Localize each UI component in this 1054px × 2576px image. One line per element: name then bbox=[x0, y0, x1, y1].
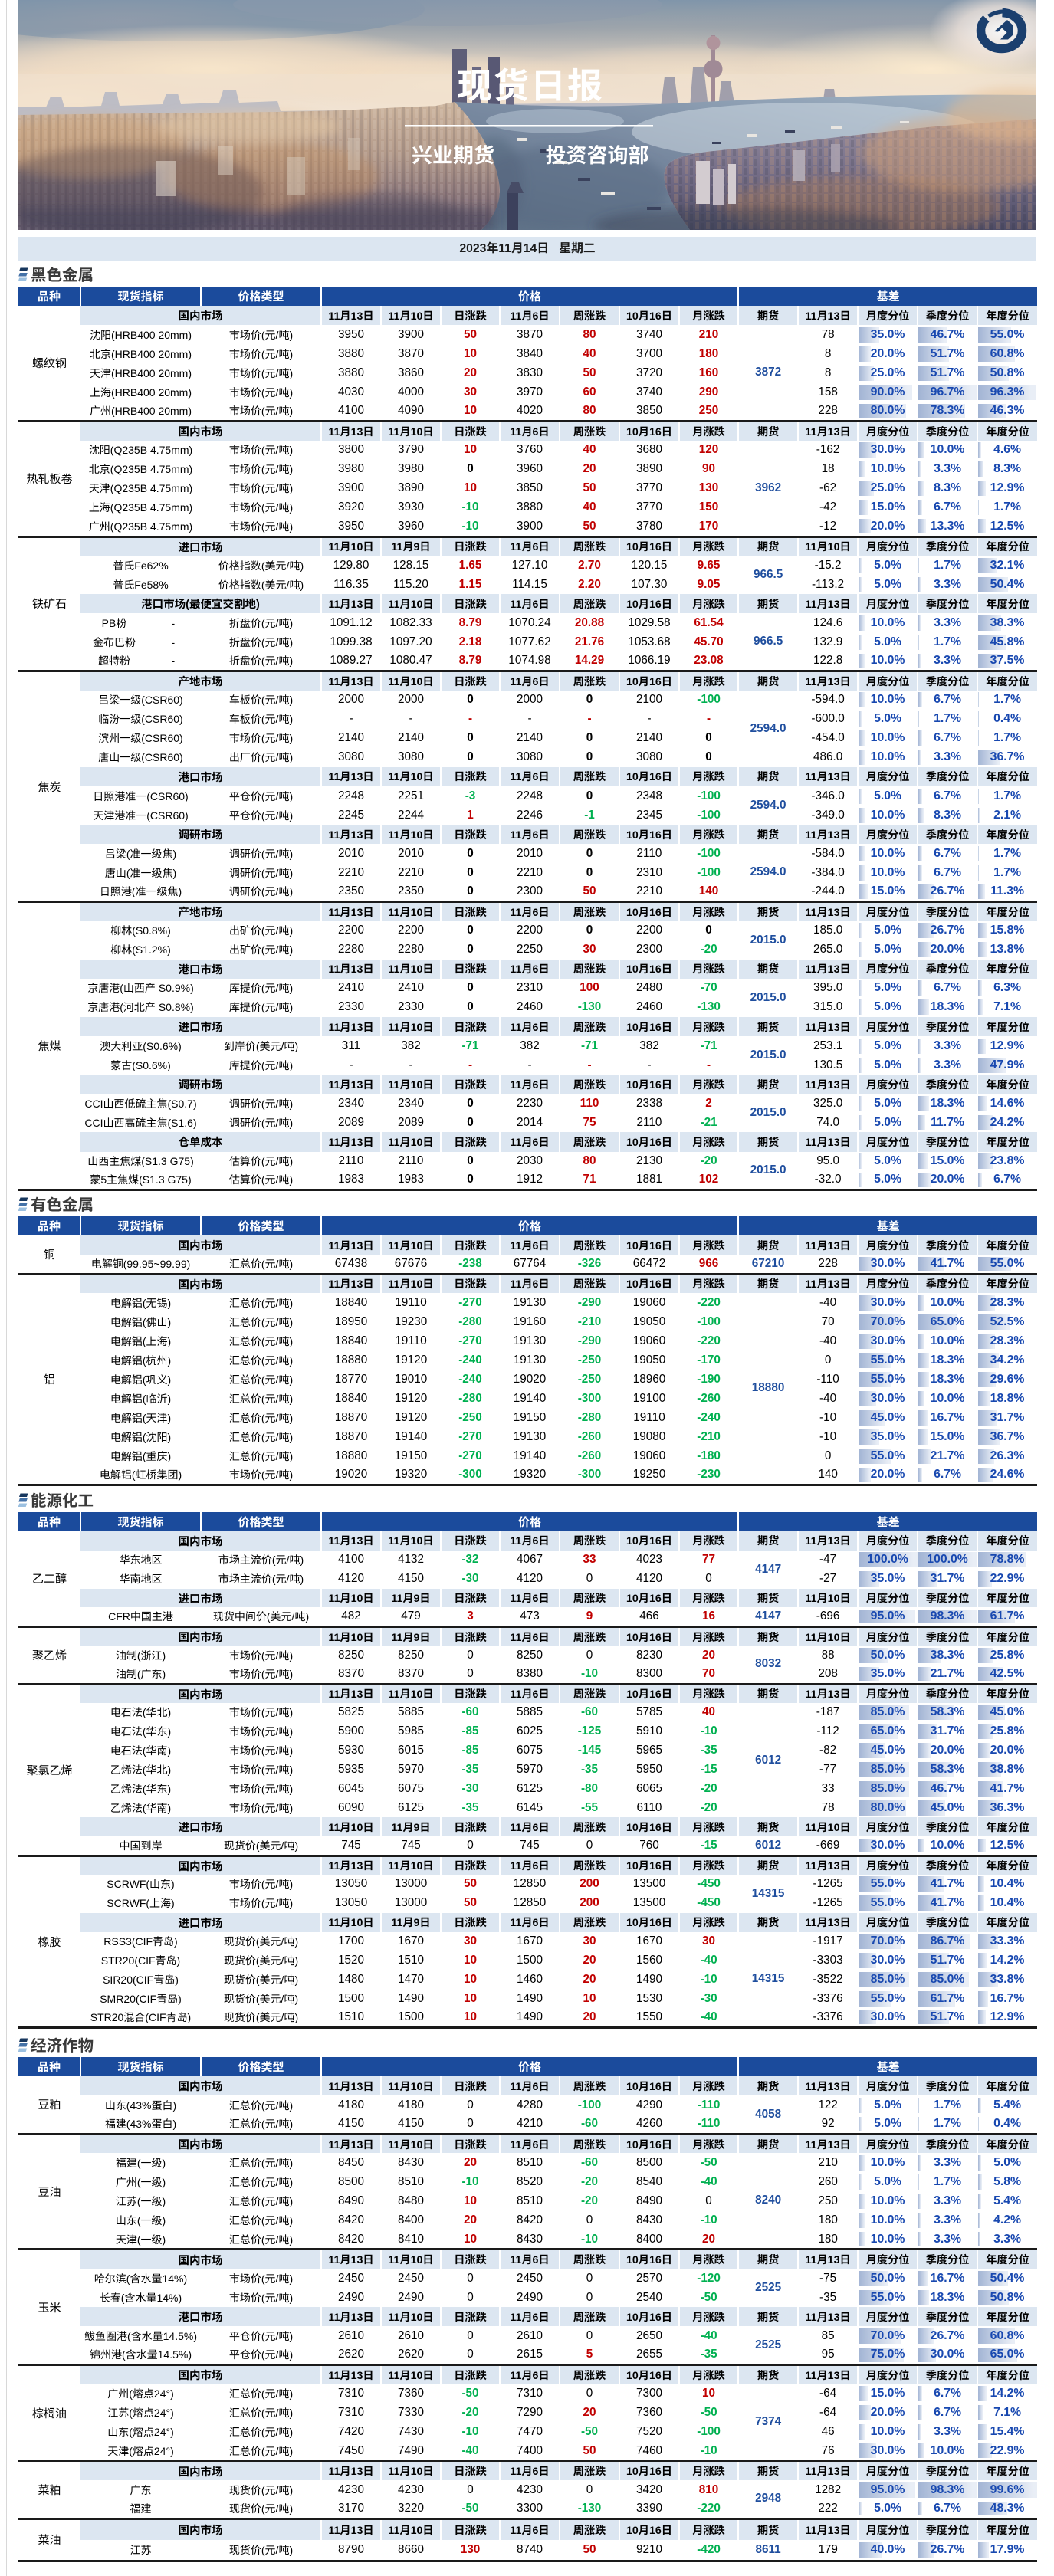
svg-text:投资咨询部: 投资咨询部 bbox=[546, 144, 649, 167]
svg-text:兴业期货: 兴业期货 bbox=[412, 144, 494, 167]
svg-text:现货日报: 现货日报 bbox=[457, 66, 604, 106]
